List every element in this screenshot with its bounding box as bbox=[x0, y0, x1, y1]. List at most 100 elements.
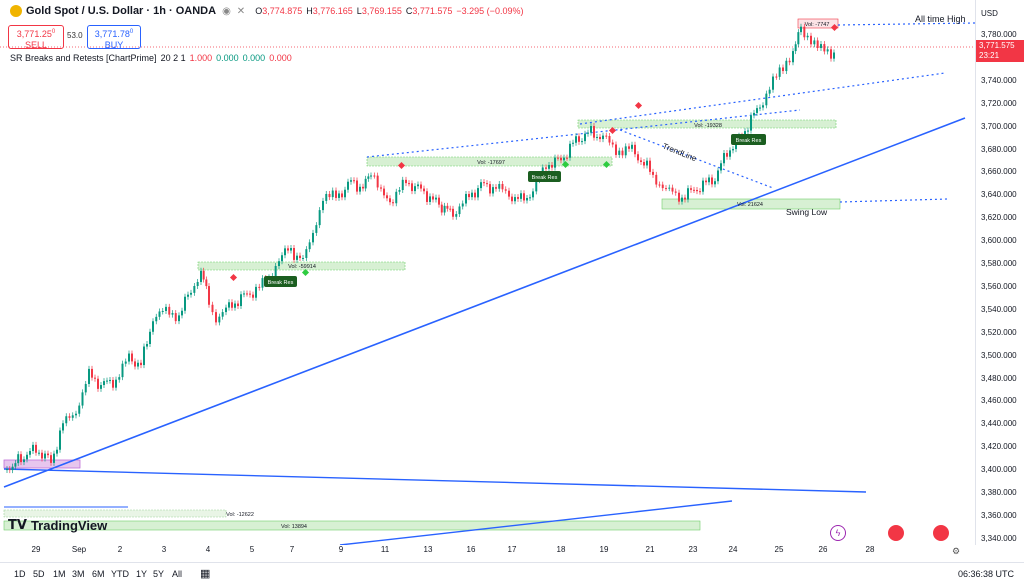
candle-body bbox=[231, 302, 233, 308]
candle-body bbox=[759, 107, 761, 109]
candle-body bbox=[788, 60, 791, 63]
buy-button[interactable]: 3,771.780 BUY bbox=[87, 25, 141, 50]
sell-signal-marker bbox=[397, 161, 406, 170]
price-tick-label: 3,780.000 bbox=[981, 30, 1017, 39]
candle-body bbox=[178, 315, 180, 322]
candle-body bbox=[338, 193, 340, 198]
candle-body bbox=[29, 451, 31, 455]
indicator-legend[interactable]: SR Breaks and Retests [ChartPrime] 20 2 … bbox=[10, 53, 292, 63]
candle-body bbox=[411, 183, 413, 192]
price-tick-label: 3,480.000 bbox=[981, 373, 1017, 383]
candle-body bbox=[508, 190, 510, 197]
candle-body bbox=[504, 189, 507, 191]
candle-body bbox=[75, 413, 77, 416]
us-flag-event-icon[interactable] bbox=[933, 525, 949, 541]
candle-body bbox=[587, 132, 589, 134]
candle-body bbox=[560, 157, 562, 161]
range-button-1m[interactable]: 1M bbox=[53, 569, 66, 579]
candle-body bbox=[446, 205, 449, 209]
price-tick-label: 3,660.000 bbox=[981, 167, 1017, 177]
range-button-3m[interactable]: 3M bbox=[72, 569, 85, 579]
candle-body bbox=[823, 44, 826, 52]
candle-body bbox=[618, 150, 621, 155]
candle-body bbox=[376, 175, 379, 188]
candle-body bbox=[455, 214, 458, 217]
candle-body bbox=[11, 466, 14, 471]
time-tick-label: 25 bbox=[774, 545, 784, 554]
chart-settings-icon[interactable]: ⚙ bbox=[952, 546, 961, 556]
candle-body bbox=[723, 153, 725, 164]
candle-body bbox=[693, 189, 695, 191]
candle-body bbox=[243, 293, 245, 295]
range-button-5y[interactable]: 5Y bbox=[153, 569, 165, 579]
range-button-ytd[interactable]: YTD bbox=[111, 569, 129, 579]
calendar-range-icon[interactable]: ▦ bbox=[200, 568, 211, 580]
candle-body bbox=[128, 353, 130, 362]
candle-body bbox=[714, 181, 716, 185]
candle-body bbox=[529, 197, 531, 199]
us-flag-event-icon[interactable] bbox=[888, 525, 904, 541]
trendline-label: TrendLine bbox=[661, 142, 698, 164]
candle-body bbox=[367, 176, 370, 179]
price-tick-label: 3,560.000 bbox=[981, 281, 1017, 291]
candle-body bbox=[249, 293, 251, 295]
candle-body bbox=[628, 146, 630, 149]
price-scale[interactable]: USD 3,780.0003,760.0003,740.0003,720.000… bbox=[975, 0, 1024, 545]
range-button-1d[interactable]: 1D bbox=[14, 569, 26, 579]
candle-body bbox=[118, 377, 121, 380]
candle-body bbox=[56, 449, 58, 454]
lightning-event-icon[interactable]: ϟ bbox=[830, 525, 846, 541]
candle-body bbox=[65, 416, 68, 424]
candle-body bbox=[124, 361, 127, 364]
range-button-all[interactable]: All bbox=[172, 569, 183, 579]
candle-body bbox=[671, 187, 674, 192]
candle-body bbox=[545, 167, 547, 169]
sell-signal-marker bbox=[608, 126, 617, 135]
candle-body bbox=[103, 381, 105, 386]
candle-body bbox=[121, 363, 124, 378]
symbol-title[interactable]: Gold Spot / U.S. Dollar · 1h · OANDA bbox=[26, 5, 217, 17]
candle-body bbox=[813, 40, 816, 45]
time-tick-label: 16 bbox=[466, 545, 476, 554]
candle-body bbox=[174, 313, 177, 322]
candle-body bbox=[356, 180, 358, 192]
candle-body bbox=[726, 153, 728, 157]
candle-body bbox=[649, 160, 651, 172]
ohlc-value: 3,776.165 bbox=[312, 6, 353, 16]
candle-body bbox=[492, 187, 494, 194]
sell-button[interactable]: 3,771.250 SELL bbox=[8, 25, 64, 50]
candle-body bbox=[520, 193, 522, 199]
price-chart[interactable]: Break Res Break Res Break Res Vol: -7747… bbox=[0, 0, 975, 545]
candle-body bbox=[800, 26, 802, 33]
candle-body bbox=[830, 49, 832, 59]
candle-body bbox=[71, 415, 74, 418]
time-axis[interactable]: 29 Sep 2 3 4 5 7 9 11 13 16 17 18 19 21 23 24 25 26 28 bbox=[0, 545, 975, 558]
candle-body bbox=[768, 89, 771, 94]
candle-body bbox=[353, 180, 355, 182]
time-tick-label: 24 bbox=[728, 545, 738, 554]
range-button-5d[interactable]: 5D bbox=[33, 569, 45, 579]
candle-body bbox=[112, 379, 114, 388]
eye-icon[interactable]: ◉ bbox=[222, 5, 231, 17]
utc-clock[interactable]: 06:36:38 UTC bbox=[957, 569, 1014, 579]
currency-label[interactable]: USD bbox=[981, 9, 998, 18]
candle-body bbox=[762, 105, 764, 108]
candle-body bbox=[572, 142, 574, 144]
tradingview-logo[interactable]: TV TradingView bbox=[8, 518, 108, 533]
candle-body bbox=[720, 163, 722, 171]
range-button-1y[interactable]: 1Y bbox=[136, 569, 148, 579]
sr-zone-3635 bbox=[661, 198, 841, 210]
candle-body bbox=[729, 150, 731, 157]
price-tick-label: 3,720.000 bbox=[981, 98, 1017, 108]
candle-body bbox=[290, 248, 292, 251]
candle-body bbox=[88, 368, 90, 384]
candle-body bbox=[335, 190, 337, 198]
indicator-toggle-icon[interactable]: ✕ bbox=[236, 5, 246, 17]
candle-body bbox=[8, 469, 11, 471]
candle-body bbox=[364, 178, 367, 189]
candle-body bbox=[465, 193, 467, 204]
range-button-6m[interactable]: 6M bbox=[92, 569, 105, 579]
candle-body bbox=[514, 197, 516, 202]
indicator-name: SR Breaks and Retests [ChartPrime] bbox=[10, 53, 157, 63]
sr-zone-3580 bbox=[197, 261, 406, 271]
